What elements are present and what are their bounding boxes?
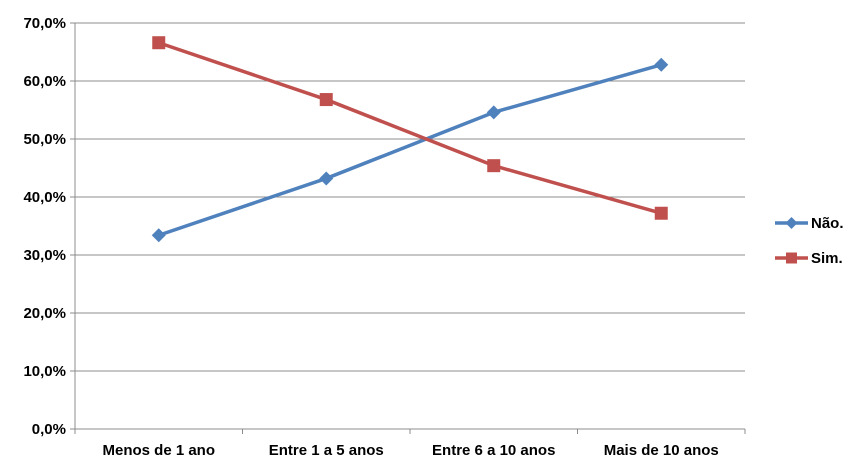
y-tick-label: 50,0%: [23, 131, 66, 148]
data-point-diamond: [319, 171, 334, 186]
y-tick-label: 40,0%: [23, 189, 66, 206]
series: [151, 36, 669, 243]
data-point-diamond: [151, 228, 166, 243]
y-tick-label: 70,0%: [23, 15, 66, 32]
y-tick-label: 60,0%: [23, 73, 66, 90]
data-point-diamond: [654, 57, 669, 72]
axes: [70, 22, 746, 434]
y-tick-label: 20,0%: [23, 305, 66, 322]
x-tick-label: Entre 1 a 5 anos: [269, 442, 384, 459]
data-point-square: [786, 252, 797, 264]
data-point-square: [654, 206, 668, 220]
data-point-square: [487, 159, 501, 173]
y-tick-label: 10,0%: [23, 363, 66, 380]
legend-label: Não.: [811, 215, 844, 232]
x-tick-labels: Menos de 1 ano Entre 1 a 5 anos Entre 6 a …: [102, 442, 718, 459]
data-point-diamond: [486, 105, 501, 120]
data-point-square: [319, 93, 333, 107]
legend: Não. Sim.: [775, 215, 844, 267]
data-point-square: [152, 36, 166, 50]
y-tick-labels: 0,0% 10,0% 20,0% 30,0% 40,0% 50,0% 60,0% 70,0%: [23, 15, 66, 438]
series-line: [158, 63, 662, 237]
legend-label: Sim.: [811, 250, 843, 267]
y-tick-label: 0,0%: [32, 421, 66, 438]
x-tick-label: Entre 6 a 10 anos: [432, 442, 555, 459]
x-tick-label: Mais de 10 anos: [604, 442, 719, 459]
gridlines: [75, 22, 745, 372]
data-point-diamond: [785, 217, 798, 229]
x-tick-label: Menos de 1 ano: [102, 442, 215, 459]
y-tick-label: 30,0%: [23, 247, 66, 264]
series-line: [158, 41, 662, 215]
